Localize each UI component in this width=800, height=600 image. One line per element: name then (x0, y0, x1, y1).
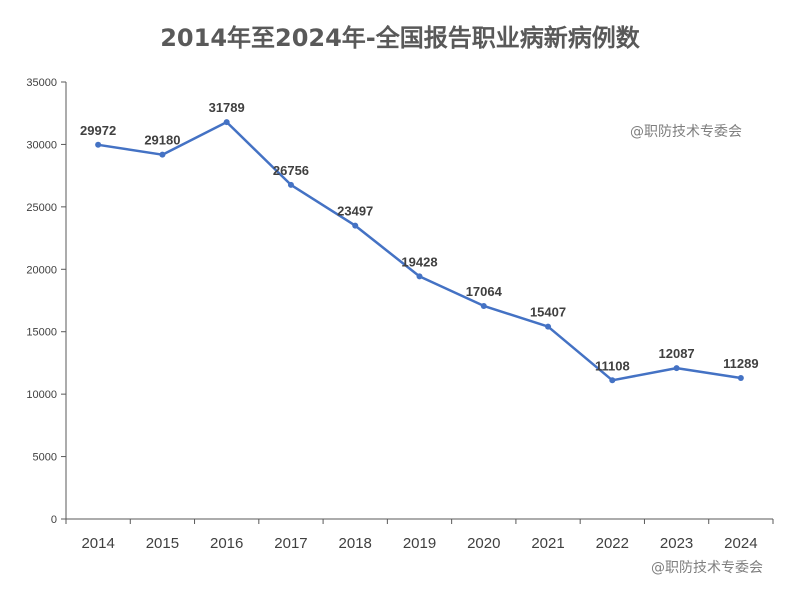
data-point (480, 302, 487, 309)
data-point (287, 181, 294, 188)
y-tick-label: 5000 (33, 452, 57, 464)
watermark-corner: @职防技术专委会 (651, 560, 763, 576)
x-tick-label: 2020 (467, 535, 500, 552)
x-tick-label: 2017 (274, 535, 307, 552)
y-tick-label: 10000 (26, 389, 57, 401)
data-label: 11289 (723, 356, 758, 371)
data-label: 19428 (401, 254, 437, 269)
chart-title: 2014年至2024年-全国报告职业病新病例数 (160, 24, 641, 52)
data-point (737, 375, 744, 382)
x-axis-ticks: 2014 2015 2016 2017 2018 2019 2020 2021 2022 2023… (65, 519, 774, 552)
data-point (416, 273, 423, 280)
x-tick-label: 2023 (660, 535, 693, 552)
data-point (545, 323, 552, 330)
y-axis-ticks: 0 5000 10000 15000 20000 25000 30000 35000 (26, 77, 66, 526)
data-label: 15407 (530, 305, 566, 320)
data-label: 12087 (659, 346, 695, 361)
x-tick-label: 2014 (81, 535, 114, 552)
data-point (223, 119, 230, 126)
series-group (95, 119, 744, 384)
series-line (96, 120, 743, 382)
data-point (159, 151, 166, 158)
data-label: 23497 (337, 204, 373, 219)
x-tick-label: 2024 (724, 535, 757, 552)
y-tick-label: 25000 (26, 202, 57, 214)
data-label: 17064 (466, 284, 503, 299)
y-tick-label: 35000 (26, 77, 57, 89)
data-point (352, 222, 359, 229)
data-point (673, 365, 680, 372)
data-label: 29180 (144, 133, 180, 148)
data-label: 29972 (80, 123, 116, 138)
x-tick-label: 2015 (146, 535, 179, 552)
y-tick-label: 30000 (26, 139, 57, 151)
y-tick-label: 20000 (26, 264, 57, 276)
data-label: 31789 (209, 100, 245, 115)
data-point (95, 141, 102, 148)
data-point (609, 377, 616, 384)
x-tick-label: 2016 (210, 535, 243, 552)
x-tick-label: 2021 (531, 535, 564, 552)
y-tick-label: 15000 (26, 327, 57, 339)
watermark-plot: @职防技术专委会 (630, 124, 742, 140)
data-label: 26756 (273, 163, 309, 178)
x-tick-label: 2019 (403, 535, 436, 552)
x-tick-label: 2018 (339, 535, 372, 552)
data-labels: 29972 29180 31789 26756 23497 19428 17064 15407… (80, 100, 759, 373)
axes (65, 82, 773, 520)
y-tick-label: 0 (51, 514, 57, 526)
data-label: 11108 (595, 358, 630, 373)
x-tick-label: 2022 (596, 535, 629, 552)
